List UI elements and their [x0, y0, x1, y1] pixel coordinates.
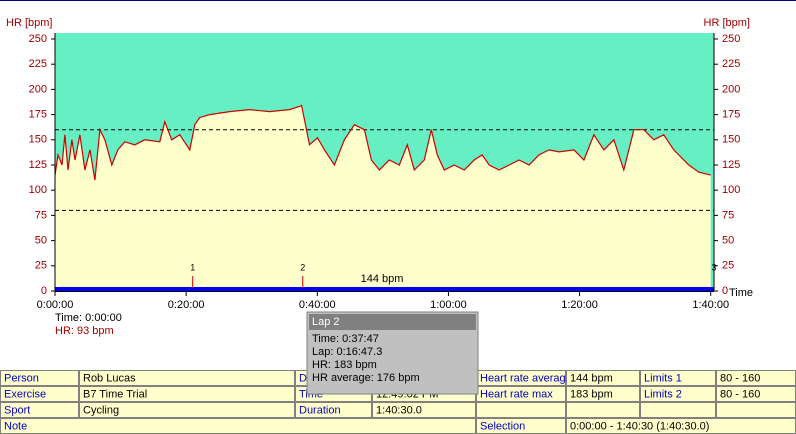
table-cell	[79, 370, 295, 386]
y-axis-label: HR [bpm]	[6, 17, 52, 29]
y2-tick-label: 150	[722, 134, 740, 146]
table-cell	[295, 402, 372, 418]
table-cell	[79, 386, 295, 402]
y2-tick-label: 225	[722, 58, 740, 70]
field-value: 80 - 160	[720, 388, 760, 400]
y2-tick-label: 200	[722, 83, 740, 95]
x-tick-label: 0:20:00	[168, 299, 205, 311]
y2-tick-label: 175	[722, 109, 740, 121]
x-tick-label: 1:20:00	[561, 299, 598, 311]
plot: 144 bpm123025507510012515017520022525002…	[29, 33, 741, 311]
y2-tick-label: 25	[722, 260, 734, 272]
y-tick-label: 0	[41, 285, 47, 297]
field-label: Limits 1	[644, 372, 682, 384]
tooltip-line: Time: 0:37:47	[312, 333, 379, 345]
field-value: 80 - 160	[720, 372, 760, 384]
field-value: Cycling	[83, 404, 119, 416]
lap-label: 2	[300, 262, 305, 272]
field-label: Limits 2	[644, 388, 682, 400]
field-label: Person	[4, 372, 39, 384]
table-cell	[566, 370, 640, 386]
y-tick-label: 25	[35, 260, 47, 272]
field-value: Rob Lucas	[83, 372, 136, 384]
cursor-hr: HR: 93 bpm	[55, 325, 114, 337]
table-cell	[79, 402, 295, 418]
area-fill	[55, 105, 711, 291]
x-axis-label: Time	[729, 287, 753, 299]
field-label: Heart rate average	[480, 372, 572, 384]
tooltip-line: HR: 183 bpm	[312, 359, 377, 371]
field-label: Note	[4, 420, 27, 432]
y-tick-label: 150	[29, 134, 47, 146]
table-cell	[476, 402, 566, 418]
y-tick-label: 175	[29, 109, 47, 121]
table-cell	[716, 402, 796, 418]
x-tick-label: 0:00:00	[37, 299, 74, 311]
lap-label: 1	[190, 262, 195, 272]
x-tick-label: 0:40:00	[299, 299, 336, 311]
field-label: Sport	[4, 404, 30, 416]
hr-line	[54, 104, 711, 181]
field-value: 183 bpm	[570, 388, 613, 400]
field-value: 144 bpm	[570, 372, 613, 384]
y-tick-label: 100	[29, 184, 47, 196]
y2-tick-label: 75	[722, 209, 734, 221]
y2-tick-label: 0	[722, 285, 728, 297]
table-cell	[640, 386, 716, 402]
x-tick-label: 1:00:00	[430, 299, 467, 311]
x-tick-label: 1:40:00	[692, 299, 729, 311]
table-cell	[640, 370, 716, 386]
field-value: B7 Time Trial	[83, 388, 147, 400]
y-tick-label: 250	[29, 33, 47, 45]
field-value: 1:40:30.0	[376, 404, 422, 416]
field-label: Exercise	[4, 388, 46, 400]
tooltip-titlebar	[309, 314, 476, 330]
y2-tick-label: 125	[722, 159, 740, 171]
field-value: 0:00:00 - 1:40:30 (1:40:30.0)	[570, 420, 709, 432]
tooltip-line: HR average: 176 bpm	[312, 372, 420, 384]
table-cell	[566, 386, 640, 402]
field-label: Duration	[299, 404, 341, 416]
table-cell	[640, 402, 716, 418]
cursor-time: Time: 0:00:00	[55, 312, 122, 324]
y2-tick-label: 50	[722, 235, 734, 247]
table-cell	[0, 418, 476, 434]
y-tick-label: 75	[35, 209, 47, 221]
field-label: Selection	[480, 420, 525, 432]
y-tick-label: 50	[35, 235, 47, 247]
average-label: 144 bpm	[361, 273, 404, 285]
y2-tick-label: 250	[722, 33, 740, 45]
table-cell	[566, 402, 640, 418]
table-cell	[0, 402, 79, 418]
table-cell	[0, 386, 79, 402]
baseline-bar	[55, 287, 714, 292]
y2-tick-label: 100	[722, 184, 740, 196]
table-cell	[0, 370, 79, 386]
y2-axis-label: HR [bpm]	[704, 17, 750, 29]
y-tick-label: 225	[29, 58, 47, 70]
table-cell	[372, 402, 476, 418]
y-tick-label: 125	[29, 159, 47, 171]
y-tick-label: 200	[29, 83, 47, 95]
tooltip-line: Lap: 0:16:47.3	[312, 346, 382, 358]
field-label: Heart rate max	[480, 388, 553, 400]
tooltip-title: Lap 2	[312, 316, 340, 328]
